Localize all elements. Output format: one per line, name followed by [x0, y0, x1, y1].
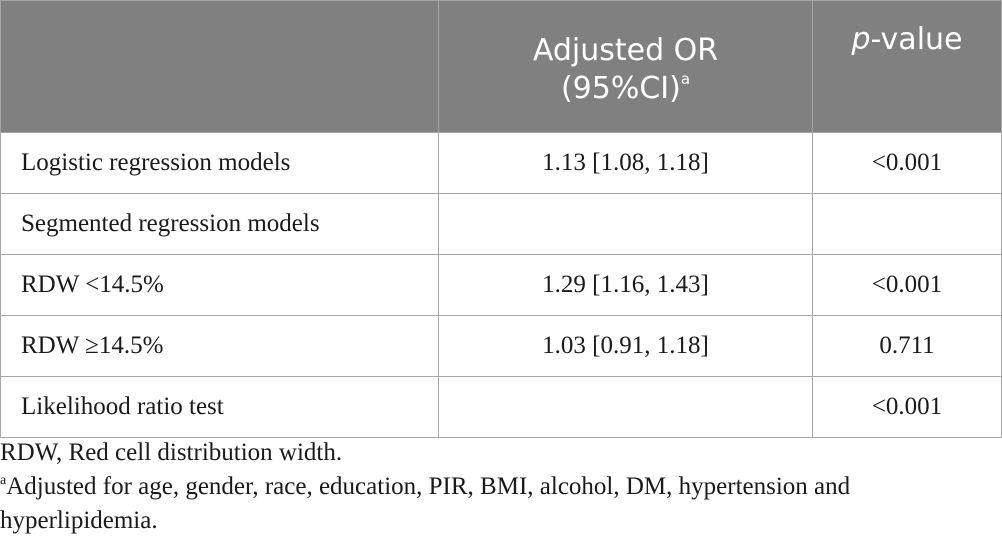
row-label: Logistic regression models [0, 132, 439, 194]
row-label: Likelihood ratio test [0, 376, 439, 438]
row-label: RDW ≥14.5% [0, 315, 439, 377]
row-p: <0.001 [812, 132, 1002, 194]
footnote-a: aAdjusted for age, gender, race, educati… [0, 470, 1000, 538]
footnote-abbreviation: RDW, Red cell distribution width. [0, 439, 343, 466]
table-row: Segmented regression models [0, 193, 1002, 255]
table-row: RDW <14.5% 1.29 [1.16, 1.43] <0.001 [0, 254, 1002, 316]
table-row: Likelihood ratio test <0.001 [0, 376, 1002, 438]
header-adjusted-or: Adjusted OR (95%CI)a [438, 0, 813, 133]
row-or: 1.29 [1.16, 1.43] [438, 254, 813, 316]
row-or: 1.13 [1.08, 1.18] [438, 132, 813, 194]
table-row: Logistic regression models 1.13 [1.08, 1… [0, 132, 1002, 194]
header-adjusted-or-line1: Adjusted OR [532, 32, 719, 68]
row-p: <0.001 [812, 376, 1002, 438]
results-table: Adjusted OR (95%CI)a p-value Logistic re… [0, 0, 1002, 438]
row-or: 1.03 [0.91, 1.18] [438, 315, 813, 377]
header-adjusted-or-line2: (95%CI) [560, 70, 681, 106]
row-p [812, 193, 1002, 255]
header-p-italic: p [851, 22, 871, 57]
header-footnote-marker: a [680, 69, 691, 88]
footnote-a-marker: a [0, 473, 7, 488]
table-row: RDW ≥14.5% 1.03 [0.91, 1.18] 0.711 [0, 315, 1002, 377]
table-footnotes: RDW, Red cell distribution width. aAdjus… [0, 436, 1000, 538]
row-p: <0.001 [812, 254, 1002, 316]
row-label: RDW <14.5% [0, 254, 439, 316]
header-p-value: p-value [812, 0, 1002, 133]
row-label: Segmented regression models [0, 193, 439, 255]
footnote-a-text: Adjusted for age, gender, race, educatio… [0, 473, 851, 534]
row-or [438, 193, 813, 255]
header-p-rest: -value [870, 22, 963, 57]
row-or [438, 376, 813, 438]
header-empty-cell [0, 0, 439, 133]
table-header-row: Adjusted OR (95%CI)a p-value [0, 0, 1002, 133]
row-p: 0.711 [812, 315, 1002, 377]
